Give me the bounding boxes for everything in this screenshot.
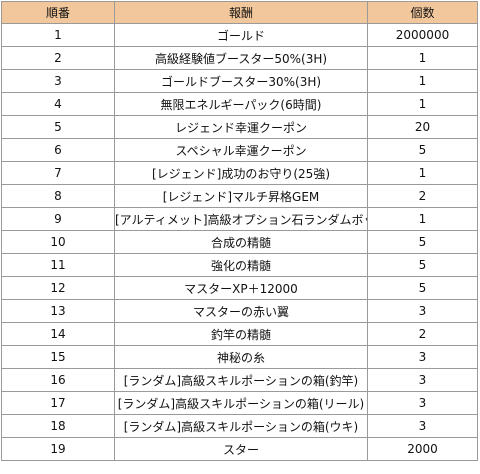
table-row: 7 [レジェンド]成功のお守り(25強) 1 bbox=[1, 161, 478, 185]
cell-quantity: 3 bbox=[367, 414, 478, 438]
cell-rank: 3 bbox=[1, 69, 115, 93]
table-row: 11 強化の精髄 5 bbox=[1, 253, 478, 277]
table-row: 4 無限エネルギーパック(6時間) 1 bbox=[1, 92, 478, 116]
cell-reward: 高級経験値ブースター50%(3H) bbox=[114, 46, 368, 70]
cell-quantity: 5 bbox=[367, 276, 478, 300]
cell-rank: 14 bbox=[1, 322, 115, 346]
cell-reward: スター bbox=[114, 437, 368, 461]
table-row: 5 レジェンド幸運クーポン 20 bbox=[1, 115, 478, 139]
cell-rank: 9 bbox=[1, 207, 115, 231]
table-row: 16 [ランダム]高級スキルポーションの箱(釣竿) 3 bbox=[1, 368, 478, 392]
table-row: 17 [ランダム]高級スキルポーションの箱(リール) 3 bbox=[1, 391, 478, 415]
cell-quantity: 2000000 bbox=[367, 23, 478, 47]
cell-rank: 12 bbox=[1, 276, 115, 300]
cell-quantity: 3 bbox=[367, 345, 478, 369]
table-row: 15 神秘の糸 3 bbox=[1, 345, 478, 369]
cell-reward: マスターXP＋12000 bbox=[114, 276, 368, 300]
cell-quantity: 3 bbox=[367, 368, 478, 392]
cell-rank: 10 bbox=[1, 230, 115, 254]
table-row: 2 高級経験値ブースター50%(3H) 1 bbox=[1, 46, 478, 70]
cell-rank: 13 bbox=[1, 299, 115, 323]
cell-reward: レジェンド幸運クーポン bbox=[114, 115, 368, 139]
cell-quantity: 1 bbox=[367, 207, 478, 231]
cell-quantity: 1 bbox=[367, 92, 478, 116]
table-row: 9[アルティメット]高級オプション石ランダムボックス1 bbox=[1, 207, 478, 231]
cell-rank: 1 bbox=[1, 23, 115, 47]
cell-quantity: 2 bbox=[367, 184, 478, 208]
cell-quantity: 3 bbox=[367, 299, 478, 323]
table-row: 10 合成の精髄 5 bbox=[1, 230, 478, 254]
cell-reward: [アルティメット]高級オプション石ランダムボックス bbox=[114, 207, 368, 231]
cell-reward: 合成の精髄 bbox=[114, 230, 368, 254]
cell-reward: ゴールドブースター30%(3H) bbox=[114, 69, 368, 93]
table-row: 19 スター 2000 bbox=[1, 437, 478, 461]
cell-quantity: 2 bbox=[367, 322, 478, 346]
cell-reward: 神秘の糸 bbox=[114, 345, 368, 369]
table-body: 1 ゴールド 2000000 2 高級経験値ブースター50%(3H) 1 3 ゴールドブースタ… bbox=[1, 23, 478, 461]
table-row: 13 マスターの赤い翼 3 bbox=[1, 299, 478, 323]
cell-reward: スペシャル幸運クーポン bbox=[114, 138, 368, 162]
cell-rank: 8 bbox=[1, 184, 115, 208]
cell-reward: [ランダム]高級スキルポーションの箱(釣竿) bbox=[114, 368, 368, 392]
cell-reward: マスターの赤い翼 bbox=[114, 299, 368, 323]
cell-reward: [ランダム]高級スキルポーションの箱(ウキ) bbox=[114, 414, 368, 438]
cell-rank: 16 bbox=[1, 368, 115, 392]
cell-quantity: 3 bbox=[367, 391, 478, 415]
table-row: 12 マスターXP＋12000 5 bbox=[1, 276, 478, 300]
cell-quantity: 1 bbox=[367, 69, 478, 93]
table-row: 1 ゴールド 2000000 bbox=[1, 23, 478, 47]
cell-rank: 18 bbox=[1, 414, 115, 438]
cell-quantity: 1 bbox=[367, 46, 478, 70]
table-row: 14 釣竿の精髄 2 bbox=[1, 322, 478, 346]
cell-quantity: 5 bbox=[367, 253, 478, 277]
cell-quantity: 5 bbox=[367, 230, 478, 254]
cell-rank: 5 bbox=[1, 115, 115, 139]
cell-rank: 19 bbox=[1, 437, 115, 461]
cell-rank: 4 bbox=[1, 92, 115, 116]
cell-rank: 15 bbox=[1, 345, 115, 369]
cell-rank: 7 bbox=[1, 161, 115, 185]
cell-quantity: 1 bbox=[367, 161, 478, 185]
cell-quantity: 2000 bbox=[367, 437, 478, 461]
header-row: 順番 報酬 個数 bbox=[1, 1, 478, 24]
cell-rank: 2 bbox=[1, 46, 115, 70]
cell-reward: [ランダム]高級スキルポーションの箱(リール) bbox=[114, 391, 368, 415]
cell-reward: [レジェンド]マルチ昇格GEM bbox=[114, 184, 368, 208]
reward-table: 順番 報酬 個数 1 ゴールド 2000000 2 高級経験値ブースター50%(3H) 1… bbox=[1, 1, 478, 461]
cell-reward: ゴールド bbox=[114, 23, 368, 47]
cell-reward: 強化の精髄 bbox=[114, 253, 368, 277]
cell-rank: 6 bbox=[1, 138, 115, 162]
cell-rank: 11 bbox=[1, 253, 115, 277]
cell-reward: [レジェンド]成功のお守り(25強) bbox=[114, 161, 368, 185]
table-header: 順番 報酬 個数 bbox=[1, 1, 478, 24]
header-rank: 順番 bbox=[1, 1, 115, 24]
table-row: 6 スペシャル幸運クーポン 5 bbox=[1, 138, 478, 162]
cell-reward: 釣竿の精髄 bbox=[114, 322, 368, 346]
table-row: 18 [ランダム]高級スキルポーションの箱(ウキ) 3 bbox=[1, 414, 478, 438]
cell-quantity: 20 bbox=[367, 115, 478, 139]
header-reward: 報酬 bbox=[114, 1, 368, 24]
header-quantity: 個数 bbox=[367, 1, 478, 24]
cell-reward: 無限エネルギーパック(6時間) bbox=[114, 92, 368, 116]
table-row: 3 ゴールドブースター30%(3H) 1 bbox=[1, 69, 478, 93]
table-row: 8 [レジェンド]マルチ昇格GEM 2 bbox=[1, 184, 478, 208]
cell-rank: 17 bbox=[1, 391, 115, 415]
cell-quantity: 5 bbox=[367, 138, 478, 162]
